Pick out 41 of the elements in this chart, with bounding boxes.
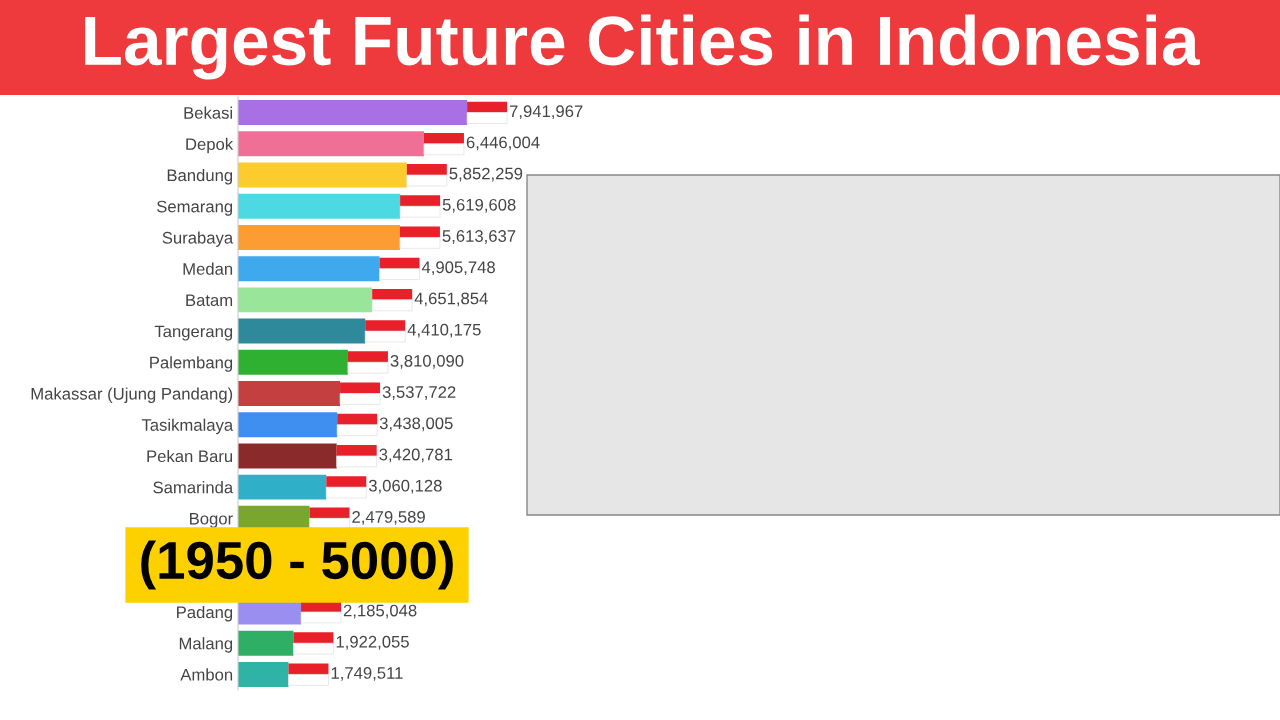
y-tick-label: Malang — [179, 637, 233, 653]
y-tick-label: Depok — [186, 137, 234, 154]
y-tick-label: Pekan Baru — [147, 449, 233, 463]
y-tick-label: Samarinda — [153, 481, 234, 494]
data-label: 3,420,781 — [379, 448, 453, 463]
y-tick-label: Ambon — [180, 668, 233, 681]
y-tick-label: Surabaya — [162, 231, 234, 247]
bar — [238, 100, 468, 126]
y-tick-label: Palembang — [150, 356, 233, 372]
bar — [238, 412, 338, 438]
y-tick-label: Bekasi — [184, 106, 233, 119]
y-tick-label: Bandung — [167, 168, 233, 185]
bar — [238, 131, 424, 157]
y-tick-label: Padang — [177, 605, 233, 622]
y-tick-label: Medan — [183, 262, 233, 275]
y-tick-label: Semarang — [157, 200, 233, 216]
y-tick-label: Tasikmalaya — [141, 418, 234, 435]
y-tick-label: Makassar (Ujung Pandang) — [31, 387, 233, 403]
data-label: 3,060,128 — [368, 479, 442, 494]
data-label: 6,446,004 — [466, 136, 540, 151]
data-label: 3,810,090 — [390, 354, 464, 369]
data-label: 5,852,259 — [449, 167, 523, 182]
y-tick-label: Batam — [186, 294, 233, 307]
text: Largest Future Cities in Indonesia — [85, 14, 1200, 80]
data-label: 2,185,048 — [343, 604, 417, 619]
data-label: 2,479,589 — [352, 511, 425, 525]
data-label: 7,941,967 — [509, 105, 583, 120]
data-label: 1,749,511 — [331, 667, 403, 681]
data-label: 3,438,005 — [379, 417, 453, 432]
y-tick-label: Bogor — [190, 512, 233, 528]
data-label: 3,537,722 — [382, 386, 456, 400]
data-label: 4,410,175 — [407, 323, 481, 338]
bar — [238, 381, 341, 406]
y-tick-label: Tangerang — [154, 325, 233, 341]
bar — [238, 256, 380, 282]
data-label: 4,651,854 — [414, 292, 488, 307]
data-label: 5,619,608 — [442, 198, 516, 213]
data-label: 1,922,055 — [336, 635, 409, 650]
annotation: (1950 - 5000) — [141, 540, 453, 590]
data-label: 4,905,748 — [421, 261, 495, 276]
data-label: 5,613,637 — [442, 230, 516, 244]
